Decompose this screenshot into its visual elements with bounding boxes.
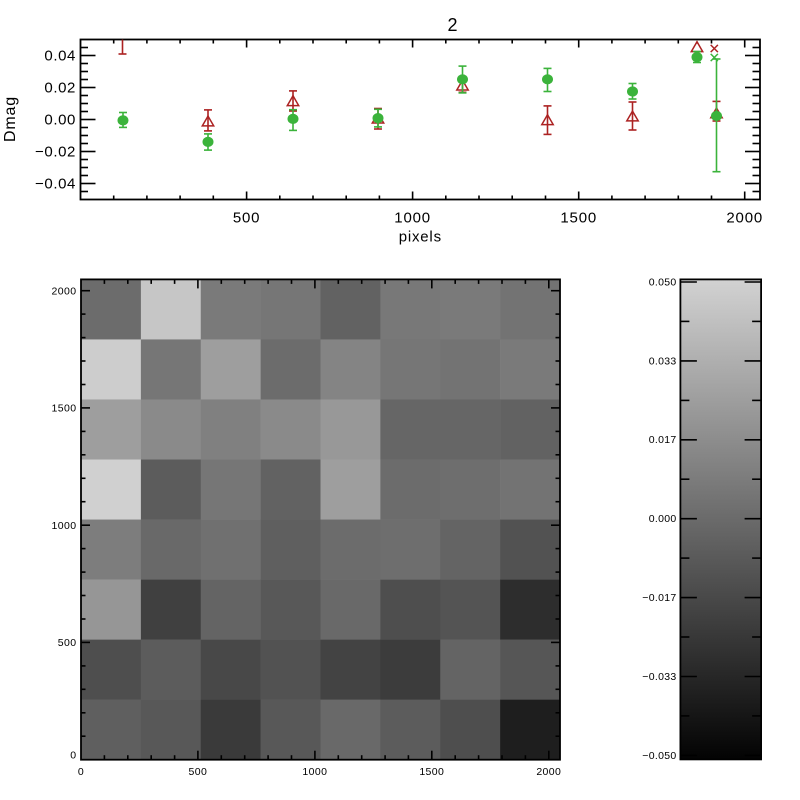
svg-text:0: 0 (70, 750, 76, 762)
svg-text:0.017: 0.017 (649, 434, 677, 446)
svg-text:2000: 2000 (536, 766, 561, 778)
svg-text:1500: 1500 (52, 403, 77, 415)
svg-text:−0.033: −0.033 (642, 671, 676, 683)
svg-text:1000: 1000 (394, 210, 431, 227)
svg-text:0.04: 0.04 (44, 48, 76, 65)
svg-text:1500: 1500 (419, 766, 444, 778)
svg-text:0.000: 0.000 (649, 513, 677, 525)
svg-text:0: 0 (78, 766, 84, 778)
svg-text:2: 2 (447, 15, 457, 35)
svg-text:2000: 2000 (726, 210, 763, 227)
svg-text:1500: 1500 (560, 210, 597, 227)
svg-text:−0.050: −0.050 (642, 750, 676, 762)
svg-text:pixels: pixels (399, 229, 442, 246)
svg-text:500: 500 (58, 637, 77, 649)
svg-text:500: 500 (233, 210, 260, 227)
svg-text:0.050: 0.050 (649, 276, 677, 288)
svg-text:0.02: 0.02 (44, 80, 76, 97)
svg-text:−0.02: −0.02 (35, 144, 76, 161)
svg-text:2000: 2000 (52, 285, 77, 297)
svg-text:1000: 1000 (52, 520, 77, 532)
svg-text:Dmag: Dmag (2, 96, 19, 142)
svg-text:−0.04: −0.04 (35, 176, 76, 193)
svg-text:0.033: 0.033 (649, 355, 677, 367)
svg-text:−0.017: −0.017 (642, 592, 676, 604)
svg-text:500: 500 (189, 766, 208, 778)
svg-text:0.00: 0.00 (44, 112, 76, 129)
svg-text:1000: 1000 (302, 766, 327, 778)
